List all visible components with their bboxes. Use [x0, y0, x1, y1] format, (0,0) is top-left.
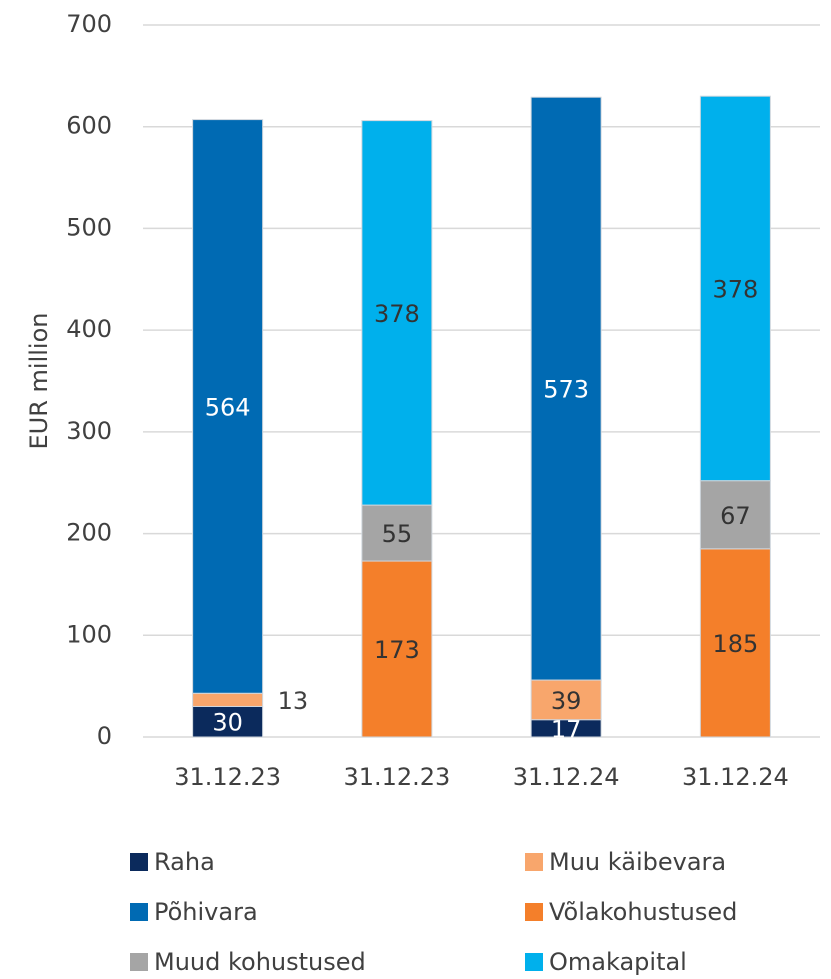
legend-label: Muu käibevara: [549, 848, 726, 876]
bar-segment: [361, 504, 433, 562]
y-tick-label: 200: [66, 519, 112, 547]
data-label: 378: [712, 275, 758, 303]
bar-segment: [699, 548, 771, 738]
x-tick-label: 31.12.24: [513, 763, 620, 791]
bar-segment: [530, 679, 602, 721]
bar-segment: [192, 705, 264, 738]
bar-segment: [530, 96, 602, 681]
data-label: 573: [543, 376, 589, 404]
legend-swatch: [525, 903, 543, 921]
y-tick-label: 500: [66, 213, 112, 241]
legend-label: Omakapital: [549, 948, 687, 976]
legend-swatch: [525, 853, 543, 871]
data-label: 185: [712, 630, 758, 658]
bar-segment: [192, 119, 264, 694]
y-tick-label: 0: [97, 722, 112, 750]
legend-label: Põhivara: [154, 898, 258, 926]
y-tick-label: 100: [66, 620, 112, 648]
data-label: 67: [720, 502, 751, 530]
legend-label: Raha: [154, 848, 215, 876]
x-tick-label: 31.12.24: [682, 763, 789, 791]
legend-swatch: [130, 903, 148, 921]
bar-segment: [361, 120, 433, 506]
y-axis-label: EUR million: [25, 313, 53, 450]
legend-swatch: [130, 853, 148, 871]
y-tick-label: 700: [66, 10, 112, 38]
data-label: 39: [551, 687, 582, 715]
bar-segment: [361, 560, 433, 738]
legend-swatch: [525, 953, 543, 971]
y-tick-label: 300: [66, 417, 112, 445]
bar-segment: [699, 480, 771, 550]
bar-segment: [192, 692, 264, 707]
legend-label: Muud kohustused: [154, 948, 366, 976]
x-tick-label: 31.12.23: [343, 763, 450, 791]
data-label: 564: [205, 393, 251, 421]
bar-segment: [699, 95, 771, 482]
legend-swatch: [130, 953, 148, 971]
y-tick-label: 600: [66, 112, 112, 140]
data-label: 55: [382, 520, 413, 548]
data-label: 13: [278, 687, 309, 715]
data-label: 30: [212, 709, 243, 737]
x-tick-label: 31.12.23: [174, 763, 281, 791]
legend-label: Võlakohustused: [549, 898, 737, 926]
y-tick-label: 400: [66, 315, 112, 343]
data-label: 378: [374, 300, 420, 328]
data-label: 173: [374, 636, 420, 664]
